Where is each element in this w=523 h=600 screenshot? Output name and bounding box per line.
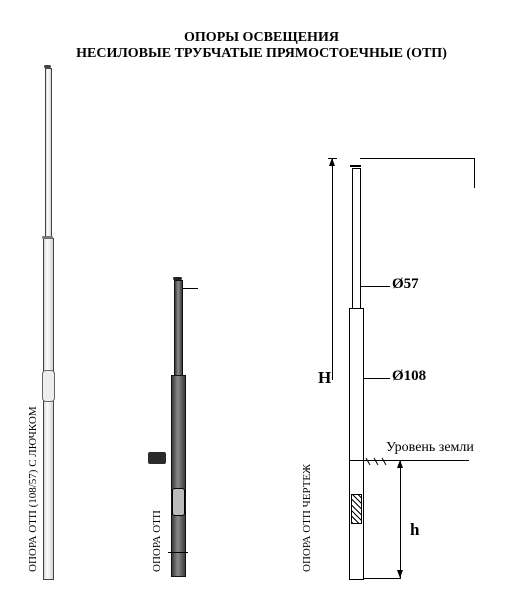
pole-mid-d1-leader xyxy=(182,288,198,289)
title-line-1: ОПОРЫ ОСВЕЩЕНИЯ xyxy=(0,30,523,46)
pole-mid-upper xyxy=(174,280,183,377)
pole-mid-tick xyxy=(168,552,188,553)
ext-right-tall xyxy=(474,158,475,188)
pole-mid-hatch xyxy=(172,488,185,516)
dim-H-line xyxy=(332,158,333,380)
dim-d108: Ø108 xyxy=(392,368,426,385)
pole-left-joint xyxy=(42,236,53,239)
ground-hatch3 xyxy=(382,458,387,465)
pole-mid-flap xyxy=(148,452,166,464)
dim-d57: Ø57 xyxy=(392,276,419,293)
title-line-2: НЕСИЛОВЫЕ ТРУБЧАТЫЕ ПРЯМОСТОЕЧНЫЕ (ОТП) xyxy=(0,46,523,62)
dim-h-line xyxy=(400,460,401,578)
pole-right-upper xyxy=(352,168,361,310)
ext-bottom xyxy=(363,578,401,579)
lead-d57 xyxy=(360,286,390,287)
ground-label: Уровень земли xyxy=(386,440,474,456)
pole-left-upper xyxy=(45,68,52,240)
dim-H-arrow-top xyxy=(329,158,335,166)
pole-mid-cap xyxy=(173,277,182,280)
lead-d108 xyxy=(363,378,390,379)
pole-right-cap xyxy=(350,165,361,167)
pole-mid-lower xyxy=(171,375,186,577)
pole-left-cap xyxy=(44,65,51,68)
pole-left-label: ОПОРА ОТП (108/57) С ЛЮЧКОМ xyxy=(27,406,39,572)
pole-right-lower xyxy=(349,308,364,580)
pole-right-buried-hatch xyxy=(351,494,362,524)
pole-left-hatch xyxy=(42,370,55,402)
pole-right-label: ОПОРА ОТП ЧЕРТЕЖ xyxy=(301,464,313,572)
pole-left-lower xyxy=(43,238,54,580)
dim-h-arrow-top xyxy=(397,460,403,468)
pole-mid-label: ОПОРА ОТП xyxy=(151,510,163,572)
ext-top xyxy=(360,158,474,159)
dim-h: h xyxy=(410,520,419,540)
ground-hatch2 xyxy=(374,458,379,465)
diagram-page: ОПОРЫ ОСВЕЩЕНИЯ НЕСИЛОВЫЕ ТРУБЧАТЫЕ ПРЯМ… xyxy=(0,0,523,600)
ground-hatch1 xyxy=(366,458,371,465)
dim-H: H xyxy=(318,368,331,388)
dim-h-arrow-bot xyxy=(397,570,403,578)
